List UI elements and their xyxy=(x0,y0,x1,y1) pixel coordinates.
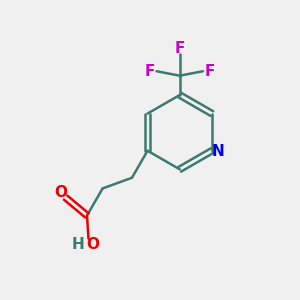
Text: F: F xyxy=(204,64,214,79)
Text: F: F xyxy=(145,64,155,79)
Text: F: F xyxy=(175,41,185,56)
Text: O: O xyxy=(54,185,67,200)
Text: N: N xyxy=(212,144,224,159)
Text: O: O xyxy=(86,237,100,252)
Text: H: H xyxy=(72,237,85,252)
